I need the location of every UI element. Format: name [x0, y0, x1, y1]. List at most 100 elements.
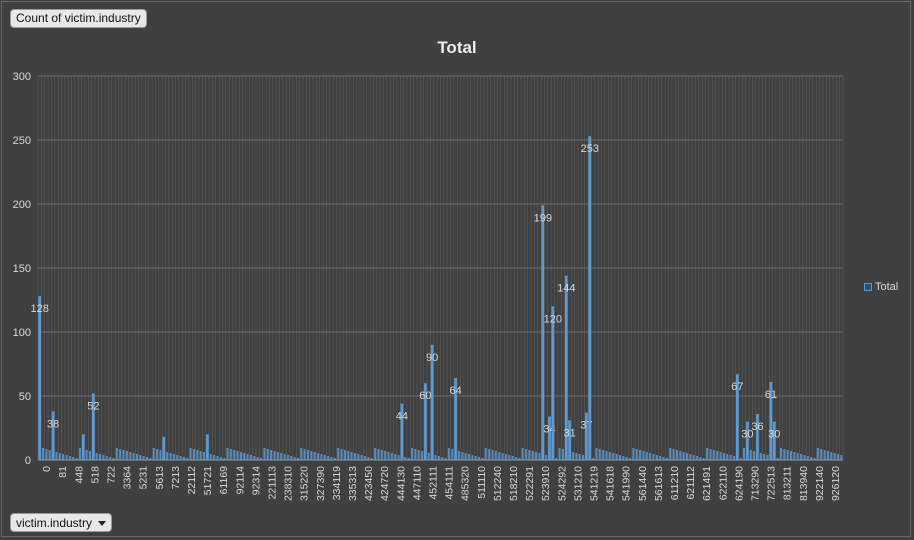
- background-bar: [186, 458, 189, 460]
- background-bar: [48, 450, 51, 460]
- background-bar: [216, 456, 219, 460]
- x-tick-label: 922140: [814, 466, 826, 501]
- background-bar: [139, 455, 142, 460]
- bar: [756, 413, 759, 460]
- background-bar: [176, 455, 179, 460]
- background-bar: [179, 456, 182, 460]
- bar: [81, 434, 85, 460]
- background-bar: [78, 448, 81, 460]
- background-bar: [270, 450, 273, 460]
- y-tick-label: 250: [13, 135, 31, 147]
- background-bar: [484, 448, 487, 460]
- background-bar: [481, 458, 484, 460]
- background-bar: [632, 448, 635, 460]
- background-bar: [625, 457, 628, 460]
- value-field-button[interactable]: Count of victim.industry: [10, 9, 147, 28]
- background-bar: [156, 449, 159, 460]
- background-bar: [313, 452, 316, 460]
- data-label: 61: [765, 389, 777, 401]
- background-bar: [249, 455, 252, 460]
- x-tick-label: 452111: [427, 466, 439, 500]
- background-bar: [203, 452, 206, 460]
- background-bar: [501, 453, 504, 460]
- data-label: 60: [419, 390, 431, 402]
- background-bar: [290, 456, 293, 460]
- background-bar: [753, 451, 756, 460]
- x-tick-label: 813940: [798, 466, 810, 501]
- data-label: 44: [396, 411, 408, 423]
- x-tick-label: 518: [89, 466, 101, 484]
- background-bar: [296, 458, 299, 460]
- background-bar: [337, 448, 340, 460]
- chevron-down-icon: [98, 520, 107, 526]
- background-bar: [263, 448, 266, 460]
- background-bar: [602, 450, 605, 460]
- bar: [568, 420, 571, 460]
- background-bar: [719, 452, 722, 460]
- background-bar: [642, 451, 645, 460]
- background-bar: [528, 450, 531, 460]
- background-bar: [836, 454, 839, 460]
- x-tick-label: 327390: [315, 466, 327, 501]
- x-tick-label: 511110: [476, 466, 488, 499]
- background-bar: [598, 449, 601, 460]
- bar: [772, 421, 776, 460]
- background-bar: [417, 450, 420, 460]
- x-tick-label: 523910: [540, 466, 552, 501]
- bar: [400, 403, 404, 460]
- background-bar: [159, 450, 162, 460]
- background-bar: [102, 455, 105, 460]
- background-bar: [833, 453, 836, 460]
- x-tick-label: 926120: [830, 466, 842, 501]
- background-bar: [635, 449, 638, 460]
- background-bar: [310, 451, 313, 460]
- background-bar: [229, 449, 232, 460]
- x-tick-label: 423450: [363, 466, 375, 501]
- data-label: 253: [581, 143, 599, 155]
- background-bar: [283, 454, 286, 460]
- data-label: 67: [731, 381, 743, 393]
- data-label: 30: [768, 429, 780, 441]
- background-bar: [300, 448, 303, 460]
- background-bar: [45, 449, 48, 460]
- background-bar: [65, 455, 68, 460]
- background-bar: [75, 458, 78, 460]
- background-bar: [347, 451, 350, 460]
- background-bar: [390, 453, 393, 460]
- background-bar: [679, 451, 682, 460]
- background-bar: [514, 457, 517, 460]
- background-bar: [826, 451, 829, 460]
- background-bar: [716, 451, 719, 460]
- background-bar: [119, 449, 122, 460]
- background-bar: [122, 450, 125, 460]
- y-tick-label: 50: [19, 391, 31, 403]
- background-bar: [605, 451, 608, 460]
- legend-label: Total: [875, 281, 899, 293]
- background-bar: [353, 453, 356, 460]
- background-bar: [99, 454, 102, 460]
- x-tick-label: 611210: [669, 466, 681, 500]
- x-tick-label: 3364: [122, 466, 134, 490]
- background-bar: [709, 449, 712, 460]
- data-label: 64: [449, 385, 461, 397]
- bar: [430, 344, 434, 460]
- bar: [551, 306, 555, 460]
- axis-field-button[interactable]: victim.industry: [10, 513, 113, 532]
- bar: [38, 296, 42, 460]
- background-bar: [88, 451, 91, 460]
- background-bar: [256, 457, 259, 460]
- background-bar: [451, 449, 454, 460]
- x-tick-label: 722: [105, 466, 117, 484]
- background-bar: [726, 454, 729, 460]
- background-bar: [729, 455, 732, 460]
- background-bar: [196, 450, 199, 460]
- background-bar: [95, 453, 98, 460]
- bar: [769, 381, 773, 460]
- background-bar: [830, 452, 833, 460]
- y-tick-label: 150: [13, 263, 31, 275]
- background-bar: [370, 458, 373, 460]
- background-bar: [662, 457, 665, 460]
- chart-title: Total: [437, 38, 477, 57]
- background-bar: [538, 453, 541, 460]
- background-bar: [72, 457, 75, 460]
